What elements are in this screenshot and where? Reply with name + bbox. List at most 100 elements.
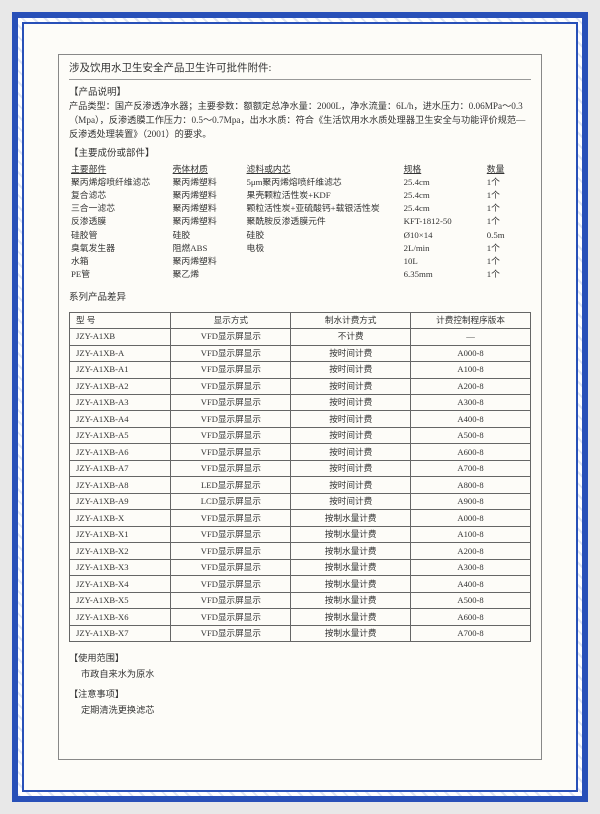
parts-row: PE管聚乙烯6.35mm1个 (69, 268, 531, 281)
parts-cell: 1个 (485, 242, 531, 255)
model-cell: 按时间计费 (291, 460, 411, 476)
parts-cell: 1个 (485, 202, 531, 215)
model-cell: JZY-A1XB-A1 (70, 362, 171, 378)
model-cell: JZY-A1XB (70, 329, 171, 345)
parts-cell: Ø10×14 (402, 229, 485, 242)
parts-cell: 反渗透膜 (69, 215, 171, 228)
model-cell: 按时间计费 (291, 411, 411, 427)
model-cell: VFD显示屏显示 (171, 378, 291, 394)
model-cell: JZY-A1XB-A5 (70, 427, 171, 443)
model-cell: 按时间计费 (291, 493, 411, 509)
note-text: 定期清洗更换滤芯 (81, 704, 531, 718)
model-cell: JZY-A1XB-A2 (70, 378, 171, 394)
model-cell: JZY-A1XB-X2 (70, 543, 171, 559)
model-cell: A000-8 (411, 345, 531, 361)
parts-row: 硅胶管硅胶硅胶Ø10×140.5m (69, 229, 531, 242)
usage-section: 【使用范围】 市政自来水为原水 【注意事项】 定期清洗更换滤芯 (69, 652, 531, 717)
model-cell: A500-8 (411, 592, 531, 608)
parts-cell: 聚乙烯 (171, 268, 245, 281)
parts-cell: 硅胶 (245, 229, 402, 242)
model-cell: VFD显示屏显示 (171, 427, 291, 443)
model-cell: 按时间计费 (291, 378, 411, 394)
model-cell: A300-8 (411, 559, 531, 575)
model-row: JZY-A1XBVFD显示屏显示不计费— (70, 329, 531, 345)
model-cell: VFD显示屏显示 (171, 411, 291, 427)
model-cell: 不计费 (291, 329, 411, 345)
parts-col4: 规格 (402, 163, 485, 176)
model-cell: LCD显示屏显示 (171, 493, 291, 509)
model-cell: 按制水量计费 (291, 609, 411, 625)
model-cell: JZY-A1XB-A7 (70, 460, 171, 476)
model-row: JZY-A1XB-A6VFD显示屏显示按时间计费A600-8 (70, 444, 531, 460)
model-cell: VFD显示屏显示 (171, 559, 291, 575)
model-cell: JZY-A1XB-X7 (70, 625, 171, 641)
parts-cell (245, 255, 402, 268)
parts-cell: 果壳颗粒活性炭+KDF (245, 189, 402, 202)
model-cell: 按时间计费 (291, 345, 411, 361)
model-row: JZY-A1XB-A8LED显示屏显示按时间计费A800-8 (70, 477, 531, 493)
parts-cell: KFT-1812-50 (402, 215, 485, 228)
model-cell: JZY-A1XB-A6 (70, 444, 171, 460)
model-cell: JZY-A1XB-X4 (70, 576, 171, 592)
model-cell: JZY-A1XB-A (70, 345, 171, 361)
model-cell: A100-8 (411, 362, 531, 378)
model-cell: 按制水量计费 (291, 559, 411, 575)
parts-cell: 聚丙烯塑料 (171, 189, 245, 202)
parts-header-row: 主要部件 壳体材质 滤料或内芯 规格 数量 (69, 163, 531, 176)
content-box: 涉及饮用水卫生安全产品卫生许可批件附件: 【产品说明】 产品类型：国产反渗透净水… (58, 54, 542, 760)
model-cell: VFD显示屏显示 (171, 345, 291, 361)
parts-col1: 主要部件 (69, 163, 171, 176)
model-cell: VFD显示屏显示 (171, 526, 291, 542)
parts-cell: 25.4cm (402, 189, 485, 202)
model-cell: A300-8 (411, 395, 531, 411)
model-cell: 按制水量计费 (291, 592, 411, 608)
product-desc-text: 产品类型：国产反渗透净水器；主要参数：额额定总净水量：2000L，净水流量：6L… (69, 100, 531, 141)
model-row: JZY-A1XB-XVFD显示屏显示按制水量计费A000-8 (70, 510, 531, 526)
model-row: JZY-A1XB-AVFD显示屏显示按时间计费A000-8 (70, 345, 531, 361)
model-cell: VFD显示屏显示 (171, 460, 291, 476)
parts-cell: 2L/min (402, 242, 485, 255)
model-row: JZY-A1XB-A1VFD显示屏显示按时间计费A100-8 (70, 362, 531, 378)
model-row: JZY-A1XB-X6VFD显示屏显示按制水量计费A600-8 (70, 609, 531, 625)
parts-col2: 壳体材质 (171, 163, 245, 176)
model-cell: A000-8 (411, 510, 531, 526)
parts-cell: 聚丙烯塑料 (171, 255, 245, 268)
parts-cell: 25.4cm (402, 202, 485, 215)
model-row: JZY-A1XB-X1VFD显示屏显示按制水量计费A100-8 (70, 526, 531, 542)
parts-row: 复合滤芯聚丙烯塑料果壳颗粒活性炭+KDF25.4cm1个 (69, 189, 531, 202)
model-cell: 按制水量计费 (291, 543, 411, 559)
parts-cell: 25.4cm (402, 176, 485, 189)
decorative-inner-border: 涉及饮用水卫生安全产品卫生许可批件附件: 【产品说明】 产品类型：国产反渗透净水… (22, 22, 578, 792)
model-cell: VFD显示屏显示 (171, 510, 291, 526)
model-cell: A700-8 (411, 460, 531, 476)
model-row: JZY-A1XB-A5VFD显示屏显示按时间计费A500-8 (70, 427, 531, 443)
model-cell: VFD显示屏显示 (171, 329, 291, 345)
product-desc-heading: 【产品说明】 (69, 86, 531, 100)
parts-row: 臭氧发生器阻燃ABS电极2L/min1个 (69, 242, 531, 255)
parts-cell: 10L (402, 255, 485, 268)
parts-cell: 6.35mm (402, 268, 485, 281)
model-cell: JZY-A1XB-X5 (70, 592, 171, 608)
parts-cell: 颗粒活性炭+亚硫酸钙+载银活性炭 (245, 202, 402, 215)
model-cell: A900-8 (411, 493, 531, 509)
parts-cell: 电极 (245, 242, 402, 255)
model-row: JZY-A1XB-A3VFD显示屏显示按时间计费A300-8 (70, 395, 531, 411)
parts-cell: 三合一滤芯 (69, 202, 171, 215)
model-cell: A400-8 (411, 411, 531, 427)
model-table: 型 号 显示方式 制水计费方式 计费控制程序版本 JZY-A1XBVFD显示屏显… (69, 312, 531, 643)
model-row: JZY-A1XB-X7VFD显示屏显示按制水量计费A700-8 (70, 625, 531, 641)
note-heading: 【注意事项】 (69, 688, 531, 702)
model-cell: 按制水量计费 (291, 625, 411, 641)
model-cell: 按时间计费 (291, 395, 411, 411)
model-cell: A400-8 (411, 576, 531, 592)
parts-cell: 0.5m (485, 229, 531, 242)
model-cell: 按时间计费 (291, 427, 411, 443)
parts-heading: 【主要成份或部件】 (69, 147, 531, 161)
parts-cell (245, 268, 402, 281)
model-row: JZY-A1XB-X5VFD显示屏显示按制水量计费A500-8 (70, 592, 531, 608)
model-cell: JZY-A1XB-A4 (70, 411, 171, 427)
model-col2: 显示方式 (171, 312, 291, 328)
model-cell: A200-8 (411, 543, 531, 559)
model-cell: VFD显示屏显示 (171, 362, 291, 378)
parts-row: 三合一滤芯聚丙烯塑料颗粒活性炭+亚硫酸钙+载银活性炭25.4cm1个 (69, 202, 531, 215)
